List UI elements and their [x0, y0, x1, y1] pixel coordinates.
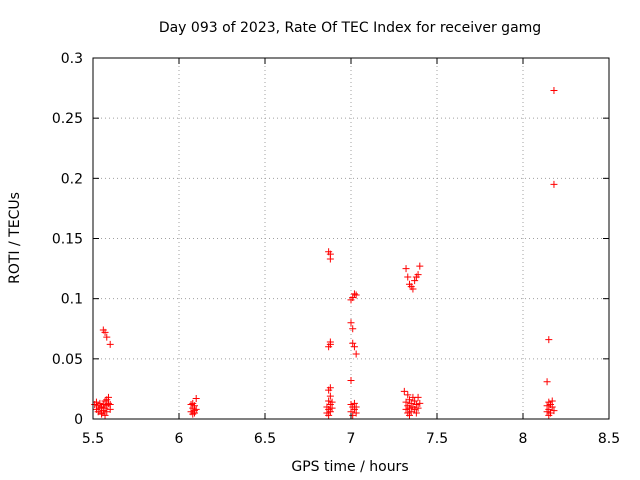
data-point [192, 405, 200, 413]
data-point [326, 408, 334, 416]
data-point [414, 271, 422, 279]
data-point [98, 410, 106, 418]
data-point [411, 405, 419, 413]
data-point [411, 397, 419, 405]
data-point [414, 404, 422, 412]
data-point [550, 86, 558, 94]
data-point [545, 336, 553, 344]
x-tick-label: 8 [519, 431, 528, 447]
data-points [91, 86, 558, 419]
data-point [352, 409, 360, 417]
chart-title: Day 093 of 2023, Rate Of TEC Index for r… [159, 20, 541, 36]
y-tick-label: 0.1 [61, 292, 83, 308]
grid-lines [93, 58, 609, 419]
data-point [325, 411, 333, 419]
data-point [352, 291, 360, 299]
data-point [349, 339, 357, 347]
data-point [402, 265, 410, 273]
x-tick-label: 7.5 [426, 431, 448, 447]
x-tick-label: 6.5 [254, 431, 276, 447]
data-point [416, 399, 424, 407]
data-point [326, 392, 334, 400]
data-point [347, 376, 355, 384]
data-point [411, 277, 419, 285]
data-point [326, 255, 334, 263]
data-point [347, 319, 355, 327]
y-tick-label: 0.25 [52, 111, 83, 127]
data-point [328, 398, 336, 406]
data-point [189, 399, 197, 407]
data-point [96, 399, 104, 407]
data-point [414, 393, 422, 401]
x-tick-label: 6 [175, 431, 184, 447]
y-tick-label: 0.3 [61, 51, 83, 67]
data-point [543, 378, 551, 386]
data-point [349, 325, 357, 333]
data-point [103, 396, 111, 404]
data-point [187, 401, 195, 409]
data-point [402, 405, 410, 413]
x-axis-title: GPS time / hours [291, 459, 408, 475]
y-tick-label: 0 [74, 412, 83, 428]
data-point [350, 290, 358, 298]
data-point [400, 387, 408, 395]
data-point [548, 397, 556, 405]
data-point [325, 397, 333, 405]
data-point [412, 401, 420, 409]
data-point [192, 395, 200, 403]
data-point [326, 384, 334, 392]
data-point [550, 407, 558, 415]
data-point [106, 401, 114, 409]
data-point [350, 343, 358, 351]
axis-ticks [92, 57, 610, 420]
data-point [101, 411, 109, 419]
data-point [99, 401, 107, 409]
x-tick-label: 8.5 [598, 431, 620, 447]
data-point [104, 399, 112, 407]
y-tick-label: 0.15 [52, 232, 83, 248]
data-point [405, 404, 413, 412]
data-point [350, 399, 358, 407]
data-point [416, 262, 424, 270]
data-point [352, 350, 360, 358]
data-point [101, 328, 109, 336]
tick-labels: 5.5 6 6.5 7 7.5 8 8.5 0 0.05 0.1 0.15 0.2 0.25 0.3 [52, 51, 620, 447]
x-tick-label: 7 [347, 431, 356, 447]
y-tick-label: 0.05 [52, 352, 83, 368]
data-point [543, 402, 551, 410]
data-point [92, 398, 100, 406]
data-point [412, 409, 420, 417]
x-tick-label: 5.5 [82, 431, 104, 447]
data-point [548, 403, 556, 411]
data-point [405, 411, 413, 419]
data-point [404, 273, 412, 281]
data-point [189, 410, 197, 418]
data-point [550, 180, 558, 188]
y-tick-label: 0.2 [61, 171, 83, 187]
data-point [352, 403, 360, 411]
data-point [328, 404, 336, 412]
data-point [404, 391, 412, 399]
data-point [409, 285, 417, 293]
y-axis-title: ROTI / TECUs [7, 192, 23, 284]
data-point [190, 409, 198, 417]
data-point [103, 333, 111, 341]
data-point [326, 338, 334, 346]
data-point [106, 340, 114, 348]
